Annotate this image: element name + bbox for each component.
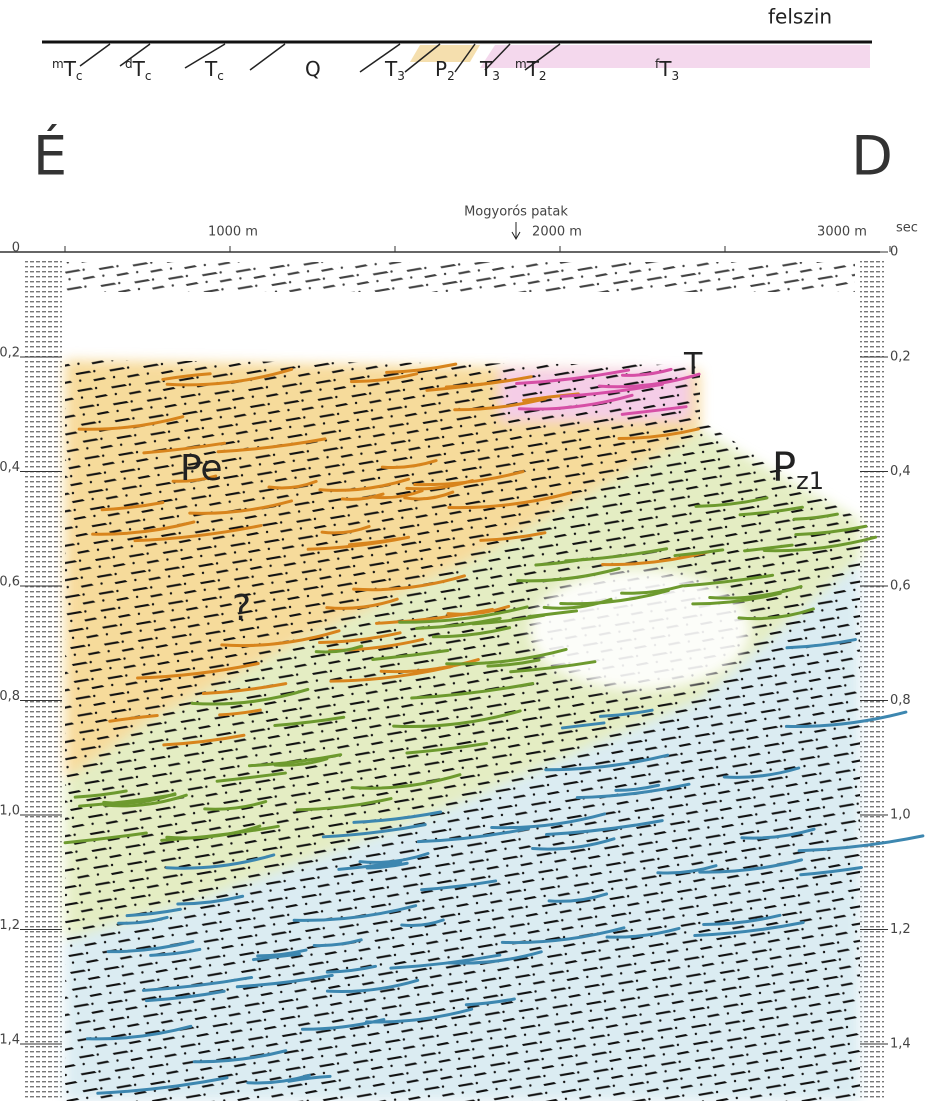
label-main: T (204, 57, 218, 81)
time-tick-label: 0,6 (0, 575, 20, 590)
distance-label: 3000 m (817, 225, 867, 240)
left-time-strip (25, 258, 62, 1101)
time-tick-label: 0 (12, 241, 20, 256)
time-tick-label: 0,8 (890, 693, 911, 708)
label-main: T (526, 57, 540, 81)
direction-left: É (33, 125, 67, 188)
label-main: T (63, 57, 77, 81)
direction-right: D (851, 125, 893, 188)
right-time-strip (860, 258, 884, 1101)
label-prefix: d (125, 57, 133, 71)
label-main: P (772, 445, 796, 491)
label-main: P (435, 57, 447, 81)
time-tick-label: 1,2 (890, 922, 911, 937)
surface-section: felszin (42, 5, 872, 73)
time-tick-label: 1,0 (0, 804, 20, 819)
surface-unit: mTc (52, 57, 83, 83)
time-tick-label: 1,0 (890, 808, 911, 823)
label-main: T (683, 347, 703, 382)
time-tick-label: 0,8 (0, 689, 20, 704)
surface-unit: Tc (204, 57, 224, 83)
blank-zone (530, 570, 750, 690)
reflections (65, 262, 855, 292)
surface-unit: dTc (125, 57, 151, 83)
label-sub: c (145, 69, 152, 83)
time-tick-label: 1,2 (0, 918, 20, 933)
surface-label: felszin (768, 5, 832, 29)
label-sub: 3 (492, 69, 500, 83)
distance-label: 1000 m (208, 225, 258, 240)
label-sub: z1 (796, 467, 824, 495)
time-tick-label: 0,6 (890, 579, 911, 594)
surface-unit: T3 (384, 57, 405, 83)
label-sub: 2 (539, 69, 547, 83)
landmark-label: Mogyorós patak (464, 205, 568, 220)
label-main: ? (232, 588, 251, 629)
time-unit: sec (896, 221, 918, 236)
distance-label: 2000 m (532, 225, 582, 240)
label-main: T (132, 57, 146, 81)
label-main: T (658, 57, 672, 81)
landmark-arrow (512, 222, 520, 239)
label-sub: 2 (447, 69, 455, 83)
zone-label: Pz1 (772, 445, 824, 495)
label-main: T (479, 57, 493, 81)
label-prefix: m (515, 57, 527, 71)
label-sub: c (76, 69, 83, 83)
label-prefix: m (52, 57, 64, 71)
zone-label: T (683, 347, 703, 382)
zone-label: Pe (180, 448, 223, 489)
zone-label: ? (232, 588, 251, 629)
time-tick-label: 0,4 (890, 464, 911, 479)
time-tick-label: 1,4 (0, 1033, 20, 1048)
label-main: Pe (180, 448, 223, 489)
label-main: Q (305, 57, 321, 81)
label-sub: 3 (397, 69, 405, 83)
time-tick-label: 0 (890, 245, 898, 260)
label-main: T (384, 57, 398, 81)
time-tick-label: 0,2 (0, 346, 20, 361)
seismic-figure: felszin mTcdTcTcQT3P2T3mT2fT3 É D Mogyor… (0, 0, 925, 1101)
label-sub: 3 (671, 69, 679, 83)
time-tick-label: 0,4 (0, 460, 20, 475)
time-tick-label: 0,2 (890, 350, 911, 365)
label-sub: c (217, 69, 224, 83)
surface-unit: Q (305, 57, 321, 81)
seismic-section (25, 258, 923, 1101)
time-tick-label: 1,4 (890, 1037, 911, 1052)
